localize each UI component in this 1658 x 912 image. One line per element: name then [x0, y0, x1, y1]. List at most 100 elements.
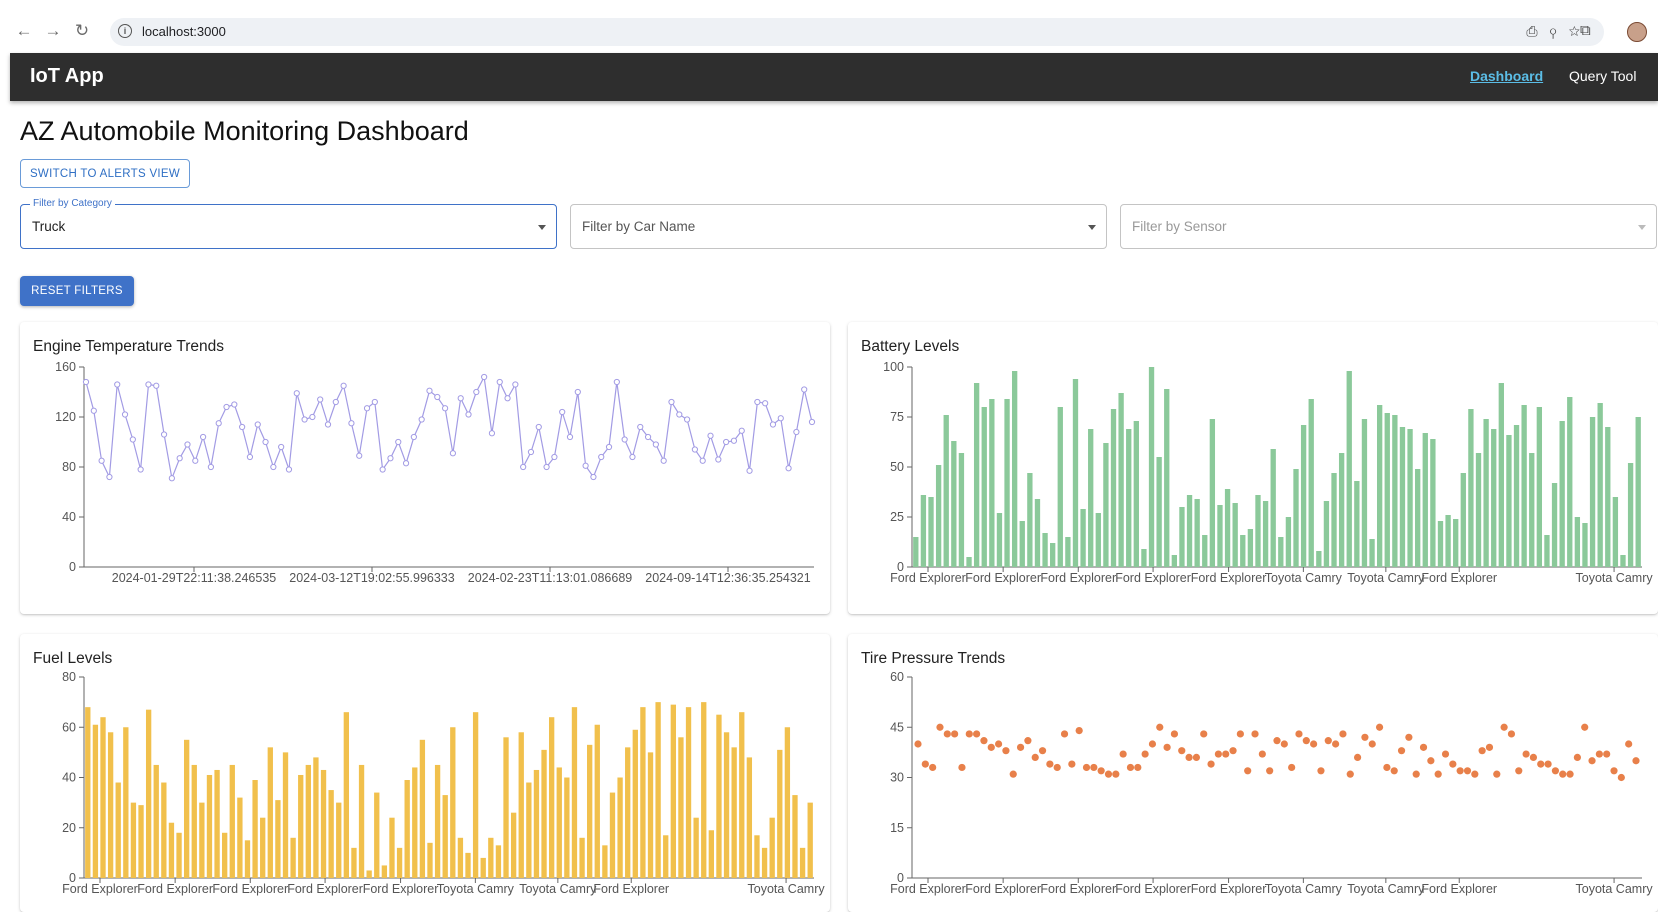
x-tick-label: Ford Explorer — [1421, 882, 1497, 896]
data-point — [1317, 767, 1325, 775]
data-point — [1632, 757, 1640, 765]
bar — [670, 704, 676, 878]
bar — [1004, 399, 1010, 567]
data-point — [1068, 760, 1076, 768]
x-tick-label: Ford Explorer — [1191, 882, 1267, 896]
data-point — [1610, 767, 1618, 775]
nav-dashboard-link[interactable]: Dashboard — [1470, 68, 1544, 84]
bar — [427, 842, 433, 878]
data-point — [473, 388, 480, 396]
data-point — [1559, 770, 1567, 778]
data-point — [402, 460, 410, 467]
engine-temperature-chart: 0 40 80 120 160 2024-01-29T22:11:38.246535 202… — [55, 360, 816, 585]
bar — [1278, 537, 1284, 567]
bar — [920, 495, 927, 567]
forward-icon[interactable]: → — [44, 21, 62, 40]
data-point — [1258, 750, 1266, 758]
zoom-icon[interactable]: ⚲ — [1549, 23, 1569, 39]
nav-query-tool-link[interactable]: Query Tool — [1569, 68, 1637, 84]
bar — [260, 817, 266, 878]
data-point — [1148, 740, 1157, 748]
bookmark-star-icon[interactable]: ☆ — [1568, 23, 1592, 39]
y-tick-label: 0 — [897, 871, 904, 885]
tire-pressure-card: Tire Pressure Trends 0 15 30 45 60 Ford Explo… — [848, 634, 1658, 912]
page-title: AZ Automobile Monitoring Dashboard — [20, 116, 469, 146]
bar — [1133, 421, 1139, 567]
data-point — [1419, 743, 1428, 751]
data-point — [629, 453, 636, 461]
bar — [92, 724, 99, 878]
bar — [396, 847, 403, 878]
switch-to-alerts-button[interactable]: SWITCH TO ALERTS VIEW — [20, 159, 190, 188]
extensions-icon[interactable]: ⧉ — [1580, 22, 1591, 39]
bar — [1194, 499, 1200, 567]
install-app-icon[interactable]: ⎙ — [1526, 23, 1550, 39]
data-point — [1434, 770, 1442, 778]
y-tick-label: 75 — [890, 410, 904, 424]
bar — [244, 840, 251, 878]
back-icon[interactable]: ← — [15, 21, 33, 40]
bar — [1354, 481, 1360, 567]
reload-icon[interactable]: ↻ — [74, 21, 90, 40]
y-tick-label: 60 — [62, 720, 76, 734]
x-tick-label: Ford Explorer — [363, 882, 439, 896]
bar — [1430, 439, 1436, 567]
bar — [739, 712, 745, 878]
bar — [693, 817, 699, 878]
address-bar[interactable]: i localhost:3000 ⎙⚲☆ — [110, 18, 1604, 46]
data-point — [980, 737, 988, 745]
bar — [267, 747, 273, 878]
bar — [206, 774, 213, 878]
data-point — [192, 457, 199, 464]
bar — [85, 707, 91, 878]
data-point — [715, 456, 722, 463]
reset-filters-button[interactable]: RESET FILTERS — [20, 276, 134, 306]
url-text[interactable]: localhost:3000 — [142, 24, 226, 39]
y-tick-label: 30 — [890, 771, 904, 785]
bar — [290, 837, 296, 878]
site-info-icon[interactable]: i — [118, 24, 132, 38]
bar — [1506, 435, 1512, 567]
car-name-filter-select[interactable]: Filter by Car Name — [570, 204, 1107, 249]
profile-avatar[interactable] — [1627, 22, 1647, 42]
bar — [1498, 383, 1504, 567]
data-point — [1244, 767, 1252, 775]
bar — [1369, 539, 1375, 567]
bar — [1262, 501, 1269, 567]
bar — [594, 724, 600, 878]
data-point — [309, 413, 316, 421]
data-point — [1163, 743, 1171, 751]
bar — [298, 774, 304, 878]
sensor-filter-select[interactable]: Filter by Sensor — [1120, 204, 1657, 249]
data-point — [1192, 753, 1201, 761]
data-point — [582, 462, 589, 469]
data-point — [644, 433, 652, 441]
data-point — [1353, 753, 1362, 761]
data-point — [481, 373, 488, 381]
data-point — [1031, 753, 1039, 761]
data-point — [371, 398, 378, 406]
bar — [716, 714, 722, 878]
bar — [564, 777, 570, 878]
data-point — [1038, 747, 1047, 755]
data-point — [1456, 767, 1464, 775]
data-point — [121, 411, 129, 418]
bar — [176, 832, 182, 878]
data-point — [1617, 773, 1625, 782]
data-point — [293, 390, 300, 397]
bar — [503, 737, 509, 878]
data-point — [301, 416, 308, 423]
bar — [275, 800, 281, 878]
bar — [1376, 405, 1383, 567]
bar — [708, 830, 715, 878]
bar — [412, 767, 418, 878]
category-filter-select[interactable]: Filter by Category Truck — [20, 198, 557, 249]
y-tick-label: 120 — [55, 410, 76, 424]
data-point — [98, 457, 105, 464]
data-point — [754, 398, 761, 406]
data-point — [1236, 730, 1244, 738]
data-point — [1537, 760, 1545, 768]
bar — [617, 777, 623, 878]
bar — [1620, 555, 1626, 567]
bar — [761, 847, 768, 878]
